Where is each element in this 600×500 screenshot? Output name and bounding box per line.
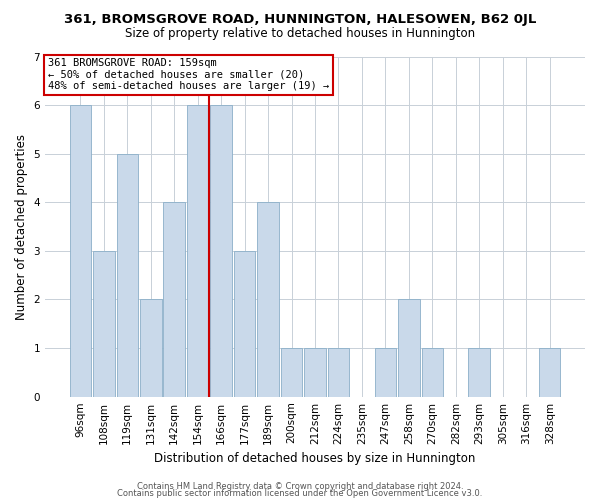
Bar [281,348,302,397]
Bar [93,251,115,396]
Bar [328,348,349,397]
Text: 361, BROMSGROVE ROAD, HUNNINGTON, HALESOWEN, B62 0JL: 361, BROMSGROVE ROAD, HUNNINGTON, HALESO… [64,12,536,26]
Bar [140,300,161,396]
Bar [211,105,232,397]
Bar [304,348,326,397]
Bar [257,202,279,396]
Bar [187,105,208,397]
Bar [422,348,443,397]
Text: Contains public sector information licensed under the Open Government Licence v3: Contains public sector information licen… [118,488,482,498]
Bar [539,348,560,397]
Bar [116,154,138,396]
Text: 361 BROMSGROVE ROAD: 159sqm
← 50% of detached houses are smaller (20)
48% of sem: 361 BROMSGROVE ROAD: 159sqm ← 50% of det… [48,58,329,92]
Bar [398,300,419,396]
X-axis label: Distribution of detached houses by size in Hunnington: Distribution of detached houses by size … [154,452,476,465]
Text: Size of property relative to detached houses in Hunnington: Size of property relative to detached ho… [125,28,475,40]
Bar [163,202,185,396]
Y-axis label: Number of detached properties: Number of detached properties [15,134,28,320]
Bar [234,251,256,396]
Bar [70,105,91,397]
Bar [469,348,490,397]
Bar [374,348,396,397]
Text: Contains HM Land Registry data © Crown copyright and database right 2024.: Contains HM Land Registry data © Crown c… [137,482,463,491]
